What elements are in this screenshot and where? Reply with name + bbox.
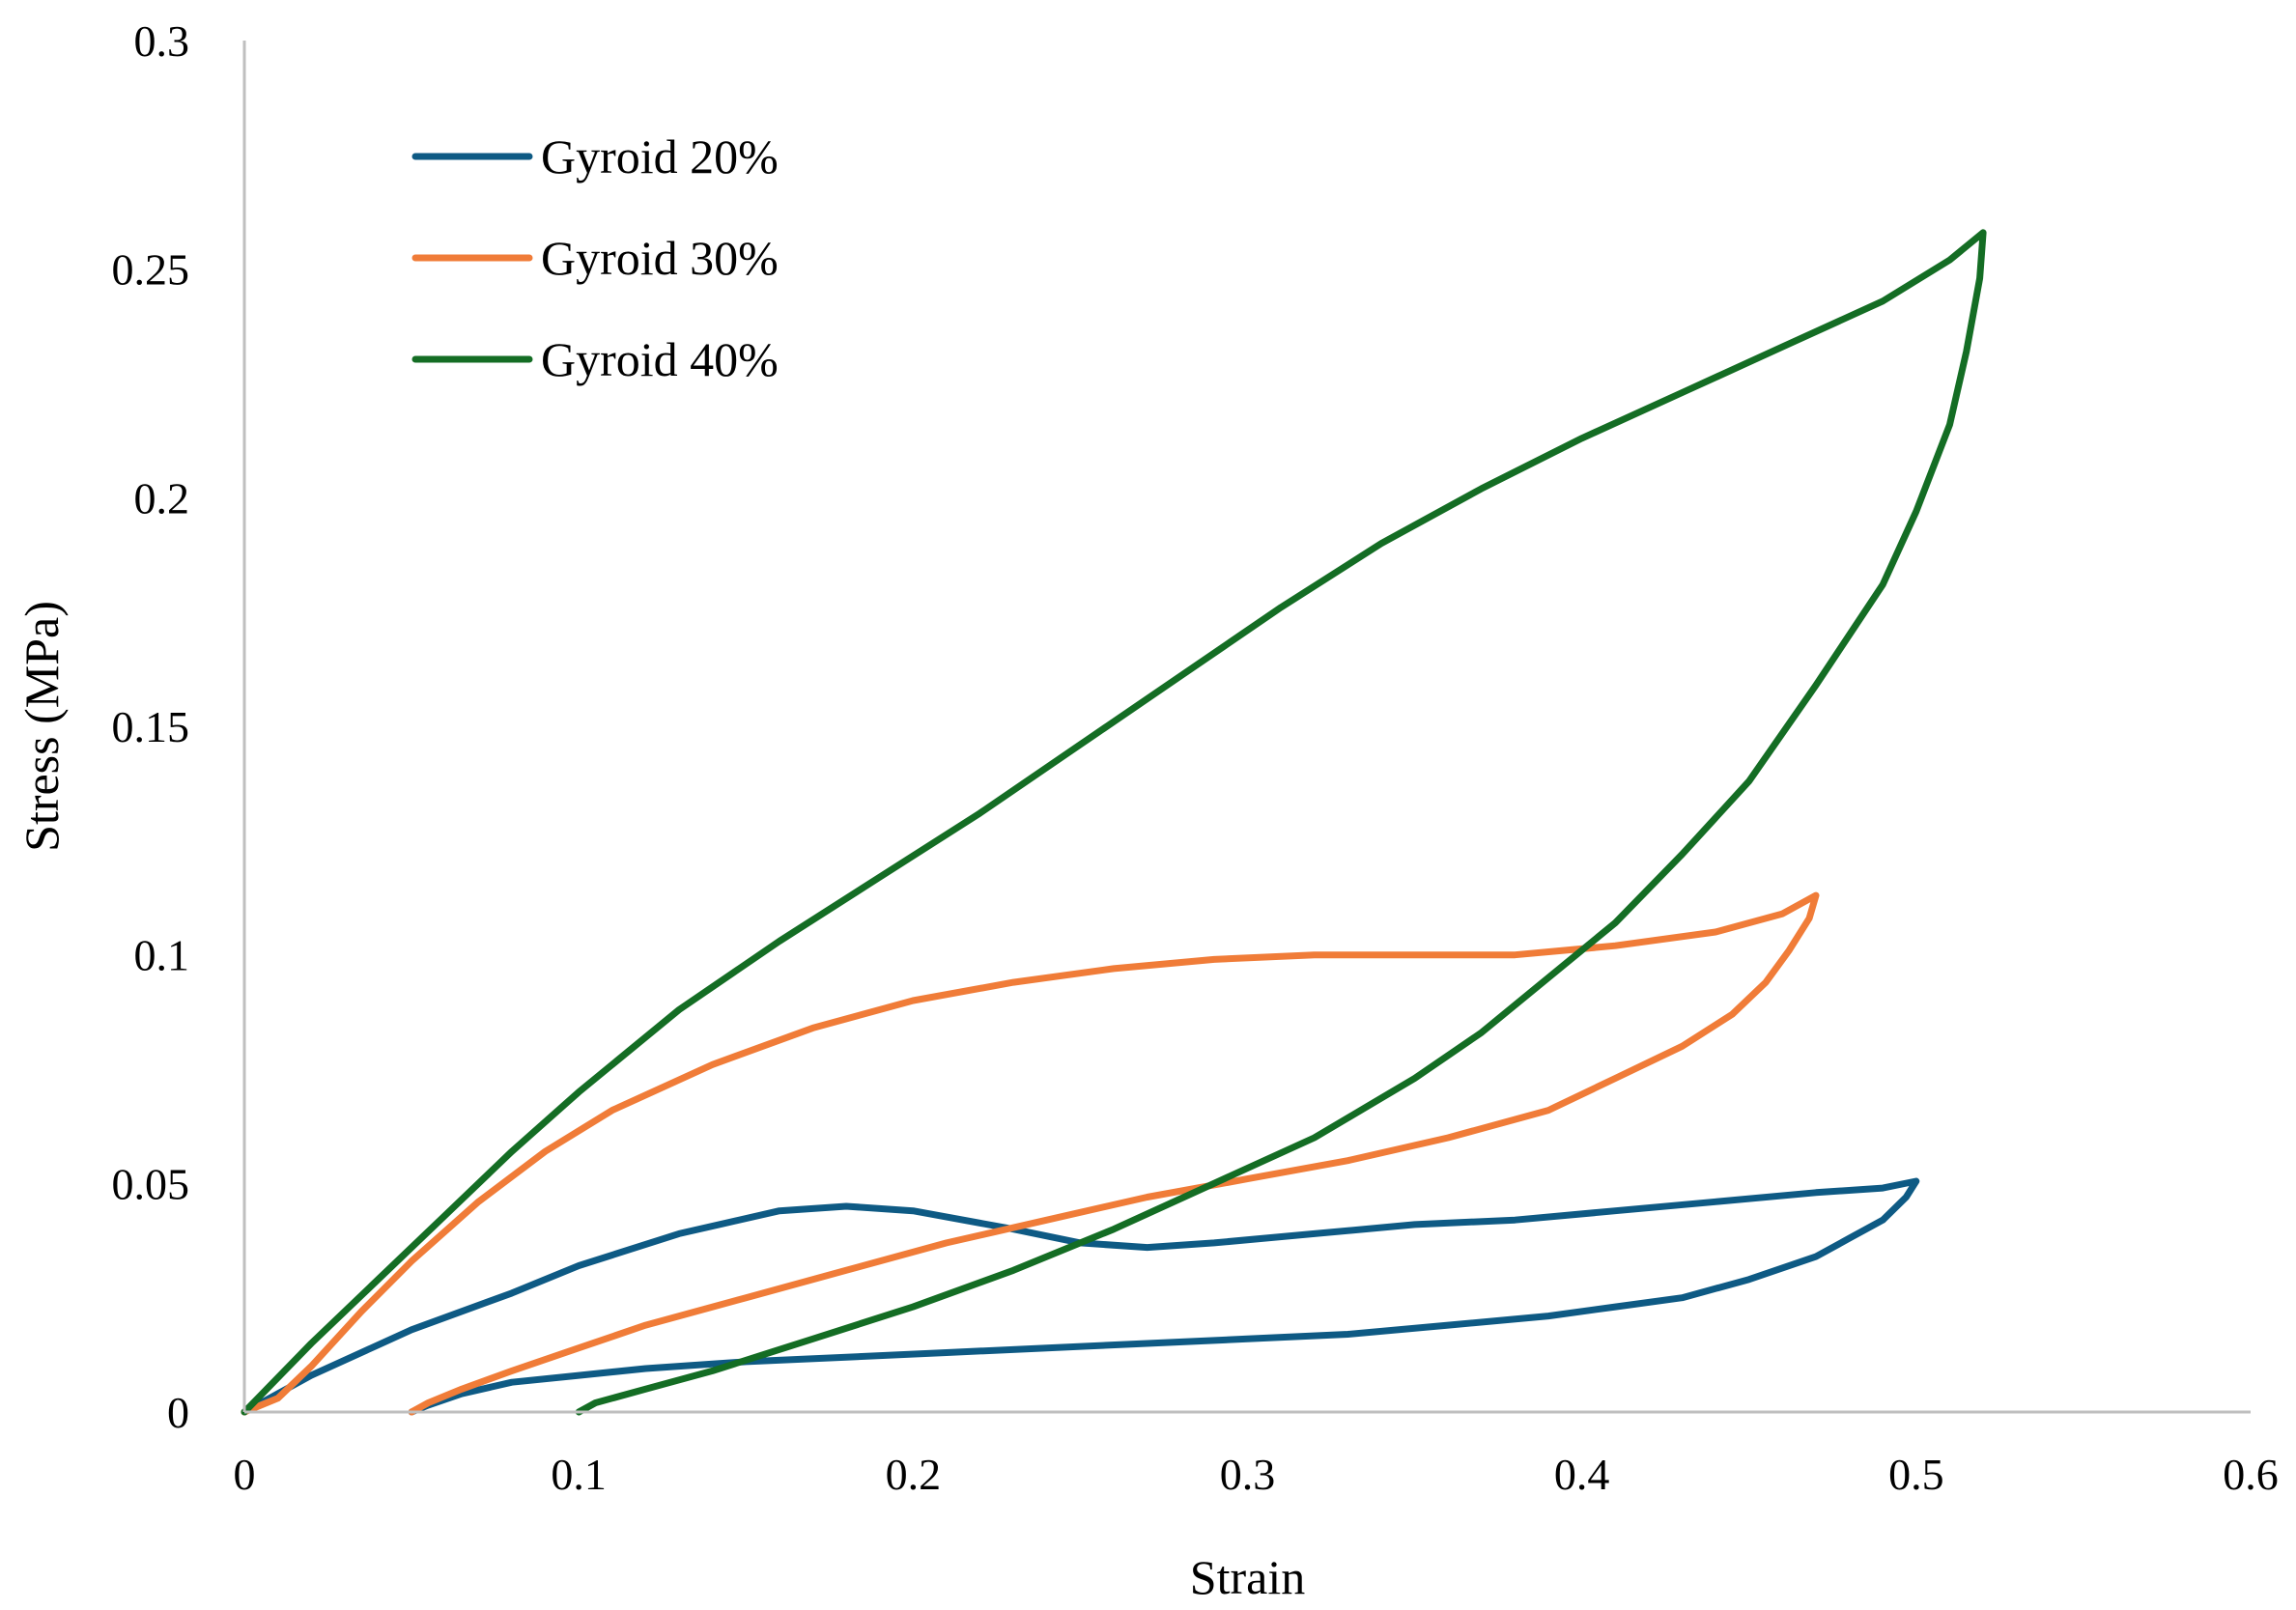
y-tick-label: 0	[167, 1388, 189, 1437]
x-tick-label: 0.4	[1554, 1450, 1610, 1499]
x-axis-title: Strain	[1190, 1550, 1305, 1604]
y-tick-label: 0.15	[112, 702, 190, 751]
x-tick-label: 0.3	[1220, 1450, 1276, 1499]
legend: Gyroid 20% Gyroid 30% Gyroid 40%	[411, 129, 779, 386]
y-tick-label: 0.25	[112, 245, 190, 295]
x-tick-label: 0.6	[2223, 1450, 2279, 1499]
series-line-3	[241, 229, 1987, 1416]
plot-lines	[241, 229, 1987, 1416]
series-line-1	[241, 1177, 1920, 1416]
x-tick-label: 0.5	[1888, 1450, 1944, 1499]
legend-label-2: Gyroid 30%	[541, 231, 779, 285]
y-tick-label: 0.1	[134, 931, 190, 980]
x-tick-label: 0.1	[551, 1450, 607, 1499]
y-tick-label: 0.05	[112, 1159, 190, 1208]
series-line-2	[241, 891, 1820, 1416]
y-tick-labels: 0 0.05 0.1 0.15 0.2 0.25 0.3	[112, 16, 190, 1437]
axes	[242, 41, 2251, 1414]
y-tick-label: 0.2	[134, 473, 190, 523]
legend-label-3: Gyroid 40%	[541, 332, 779, 386]
y-tick-label: 0.3	[134, 16, 190, 66]
legend-label-1: Gyroid 20%	[541, 129, 779, 184]
x-tick-label: 0	[234, 1450, 256, 1499]
x-tick-labels: 0 0.1 0.2 0.3 0.4 0.5 0.6	[234, 1450, 2279, 1499]
y-axis-title: Stress (MPa)	[14, 601, 69, 852]
x-tick-label: 0.2	[886, 1450, 942, 1499]
